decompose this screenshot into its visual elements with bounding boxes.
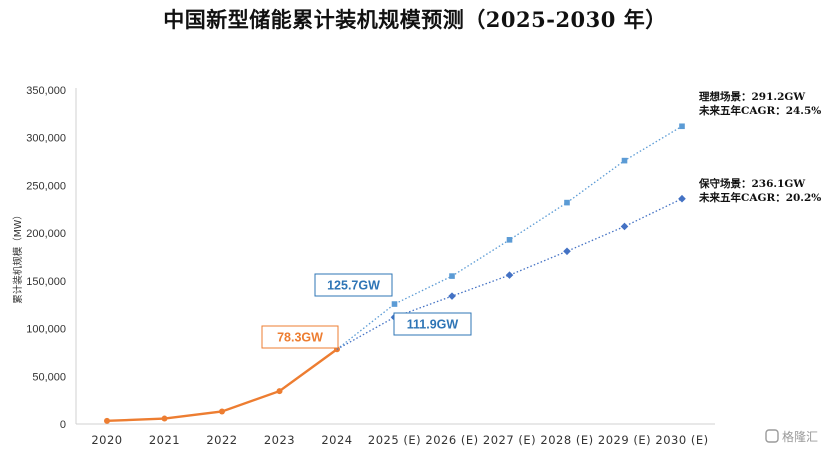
y-tick-label: 350,000 — [26, 85, 66, 97]
data-point — [391, 301, 398, 307]
y-tick-label: 0 — [60, 419, 66, 431]
data-point — [449, 273, 455, 279]
callout-label: 78.3GW — [261, 325, 339, 349]
y-tick-label: 150,000 — [26, 276, 66, 288]
chart-title: 中国新型储能累计装机规模预测（2025-2030 年） — [163, 7, 667, 32]
scenario-annotation-line2: 未来五年CAGR：24.5% — [698, 104, 821, 117]
x-tick-label: 2024 — [321, 433, 352, 447]
data-point — [161, 415, 168, 422]
watermark: 格隆汇 — [765, 429, 818, 444]
x-tick-label: 2028 (E) — [540, 433, 593, 447]
data-point — [505, 271, 514, 279]
x-tick-label: 2029 (E) — [598, 433, 651, 447]
callout-box — [314, 273, 393, 297]
data-point — [448, 292, 456, 300]
x-tick-label: 2021 — [149, 433, 180, 447]
x-tick-label: 2023 — [264, 433, 295, 447]
watermark-logo-icon — [765, 429, 779, 443]
data-point — [563, 247, 571, 256]
y-axis-label: 累计装机规模（MW） — [12, 210, 24, 304]
x-tick-label: 2026 (E) — [425, 433, 478, 447]
callout-label: 111.9GW — [393, 312, 472, 336]
x-tick-label: 2025 (E) — [368, 433, 421, 447]
y-tick-label: 300,000 — [26, 133, 66, 145]
callout-box — [393, 312, 472, 336]
callout-box — [261, 325, 339, 349]
chart-axes: 0 50,000 100,000 150,000 200,000 250,000 300,0… — [12, 85, 715, 447]
x-tick-label: 2022 — [206, 433, 237, 447]
data-point — [506, 237, 513, 243]
data-point — [620, 222, 629, 231]
scenario-annotation-line1: 理想场景：291.2GW — [699, 90, 805, 103]
y-tick-label: 100,000 — [26, 324, 66, 336]
data-point — [219, 408, 225, 415]
y-tick-label: 200,000 — [26, 228, 66, 240]
x-tick-label: 2027 (E) — [483, 433, 536, 447]
data-point — [678, 194, 686, 203]
y-tick-label: 50,000 — [32, 371, 66, 383]
callout-text: 78.3GW — [277, 331, 323, 345]
y-tick-label: 250,000 — [26, 180, 66, 192]
watermark-text: 格隆汇 — [782, 429, 818, 444]
data-point — [276, 388, 283, 395]
scenario-annotation-line1: 保守场景：236.1GW — [698, 177, 805, 190]
callout-label: 125.7GW — [314, 273, 393, 297]
x-tick-label: 2030 (E) — [655, 433, 708, 447]
data-point — [564, 199, 570, 206]
chart-labels: 78.3GW125.7GW111.9GW理想场景：291.2GW未来五年CAGR… — [261, 90, 821, 444]
callout-text: 125.7GW — [327, 279, 380, 293]
scenario-annotation-line2: 未来五年CAGR：20.2% — [698, 191, 821, 204]
chart-series — [104, 123, 686, 424]
callout-text: 111.9GW — [407, 318, 459, 332]
data-point — [621, 157, 628, 164]
data-point — [679, 123, 685, 130]
x-tick-label: 2020 — [91, 433, 122, 447]
data-point — [104, 417, 110, 424]
